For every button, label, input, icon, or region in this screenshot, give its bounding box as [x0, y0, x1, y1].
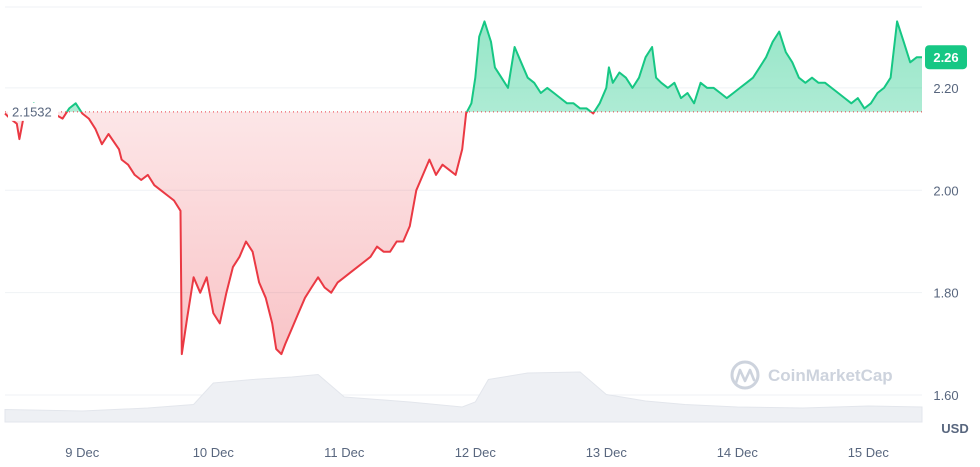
- price-line-up: [26, 20, 922, 112]
- y-tick-label: 1.80: [933, 286, 958, 301]
- currency-label: USD: [941, 421, 968, 436]
- price-line-down: [4, 111, 596, 356]
- x-tick-label: 15 Dec: [848, 445, 890, 460]
- coinmarketcap-logo-icon: [730, 360, 760, 390]
- price-line-group: [4, 20, 922, 356]
- x-axis: 9 Dec 10 Dec 11 Dec 12 Dec 13 Dec 14 Dec 15 De…: [65, 445, 889, 460]
- x-tick-label: 9 Dec: [65, 445, 99, 460]
- watermark: CoinMarketCap: [730, 360, 893, 390]
- current-price-text: 2.26: [933, 50, 958, 65]
- baseline-label: 2.1532: [8, 102, 58, 121]
- y-tick-label: 2.00: [933, 183, 958, 198]
- current-price-badge: 2.26: [925, 45, 967, 70]
- x-tick-label: 13 Dec: [586, 445, 628, 460]
- x-tick-label: 12 Dec: [455, 445, 497, 460]
- x-tick-label: 10 Dec: [193, 445, 235, 460]
- y-tick-label: 1.60: [933, 388, 958, 403]
- x-tick-label: 14 Dec: [717, 445, 759, 460]
- area-above-baseline: [27, 21, 922, 112]
- y-tick-label: 2.20: [933, 81, 958, 96]
- baseline-value-text: 2.1532: [12, 104, 52, 119]
- area-below-baseline: [5, 111, 922, 355]
- x-tick-label: 11 Dec: [324, 445, 365, 460]
- price-area-fills: [5, 21, 922, 355]
- watermark-text: CoinMarketCap: [768, 366, 893, 385]
- volume-area: [4, 371, 923, 423]
- y-axis: 2.20 2.00 1.80 1.60: [933, 81, 958, 403]
